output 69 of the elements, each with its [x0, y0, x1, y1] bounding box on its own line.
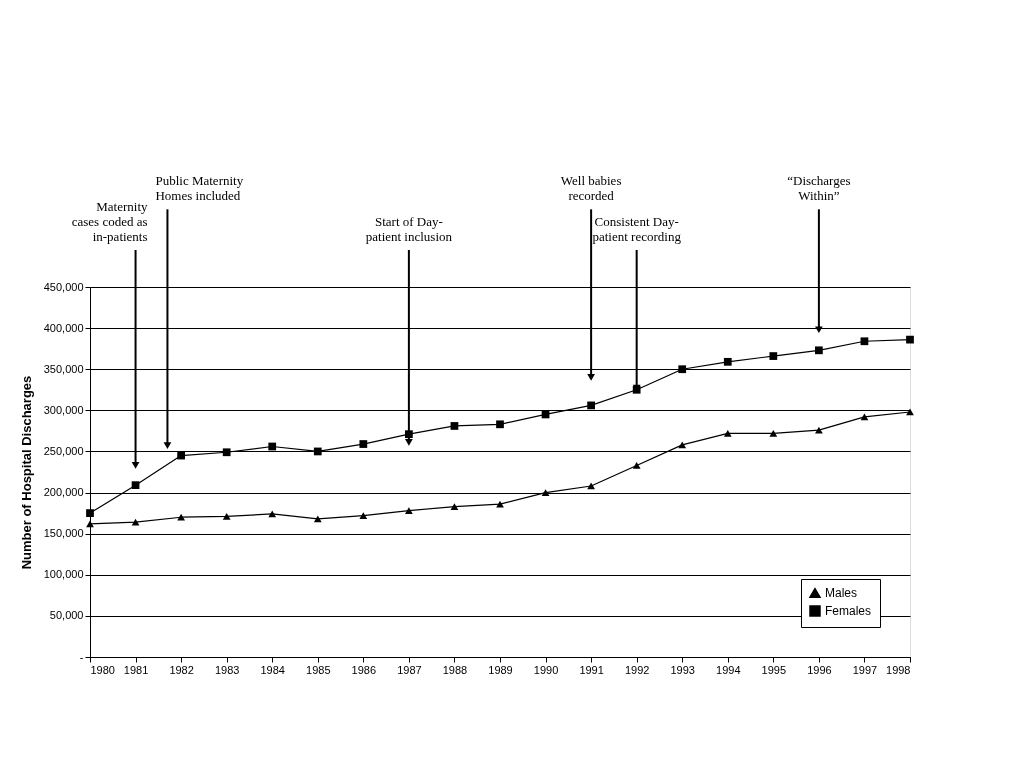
point: [222, 448, 231, 457]
x-tick-label: 1996: [807, 663, 832, 676]
x-tick-label: 1992: [624, 663, 650, 676]
point: [313, 515, 322, 523]
point: [313, 447, 322, 456]
point: [769, 352, 778, 360]
x-tick-label: 1995: [761, 663, 787, 676]
point: [632, 462, 641, 469]
annotation: “Discharges Within”: [787, 173, 851, 204]
annotation: Start of Day- patient inclusion: [365, 214, 453, 244]
annotation: Consistent Day- patient recording: [592, 214, 682, 244]
annotation: Maternity cases coded as in-patients: [71, 199, 149, 244]
x-tick-label: 1988: [442, 663, 468, 676]
point: [906, 335, 914, 344]
point: [450, 503, 459, 510]
point: [131, 481, 140, 490]
x-tick-label: 1990: [533, 663, 559, 676]
point: [860, 413, 869, 421]
y-tick-label: 350,000: [43, 362, 84, 375]
point: [177, 451, 185, 460]
point: [541, 489, 550, 496]
point: [496, 420, 504, 429]
x-tick-label: 1998: [886, 663, 911, 676]
point: [131, 518, 140, 526]
x-tick-label: 1981: [123, 663, 149, 676]
point: [678, 441, 687, 449]
point: [678, 365, 687, 374]
x-tick-label: 1989: [488, 663, 513, 676]
point: [723, 430, 732, 437]
point: [587, 401, 595, 410]
y-tick-label: 300,000: [43, 403, 84, 416]
y-tick-label: 100,000: [43, 568, 84, 581]
y-tick-label: 50,000: [49, 609, 84, 622]
x-tick-label: 1991: [579, 663, 604, 676]
point: [86, 509, 94, 517]
y-tick-label: -: [79, 650, 84, 663]
point: [405, 507, 413, 514]
x-tick-label: 1987: [397, 663, 422, 676]
x-tick-label: 1993: [670, 663, 695, 676]
point: [177, 513, 185, 521]
point: [450, 422, 459, 430]
y-tick-label: 250,000: [43, 444, 84, 457]
legend-label: Males: [825, 586, 858, 600]
point: [222, 513, 231, 520]
annotation: Public Maternity Homes included: [155, 173, 244, 204]
point: [815, 346, 823, 355]
x-tick-label: 1997: [852, 663, 878, 676]
x-tick-label: 1983: [214, 663, 240, 676]
x-tick-label: 1994: [716, 663, 741, 676]
point: [723, 357, 732, 366]
point: [359, 512, 368, 519]
annotation: Well babies recorded: [560, 173, 622, 204]
x-tick-label: 1985: [306, 663, 331, 676]
y-tick-label: 450,000: [43, 280, 84, 293]
x-tick-label: 1986: [351, 663, 377, 676]
point: [860, 337, 869, 346]
legend-label: Females: [825, 604, 872, 618]
point: [268, 442, 277, 451]
point: [906, 408, 914, 416]
point: [769, 430, 778, 437]
point: [359, 440, 368, 448]
x-tick-label: 1982: [169, 663, 194, 676]
y-tick-label: 200,000: [43, 486, 84, 499]
x-tick-label: 1980: [90, 663, 115, 676]
point: [86, 520, 94, 528]
x-tick-label: 1984: [260, 663, 285, 676]
y-tick-label: 400,000: [43, 321, 84, 334]
y-tick-label: 150,000: [43, 527, 84, 540]
y-axis-title: Number of Hospital Discharges: [18, 375, 34, 570]
